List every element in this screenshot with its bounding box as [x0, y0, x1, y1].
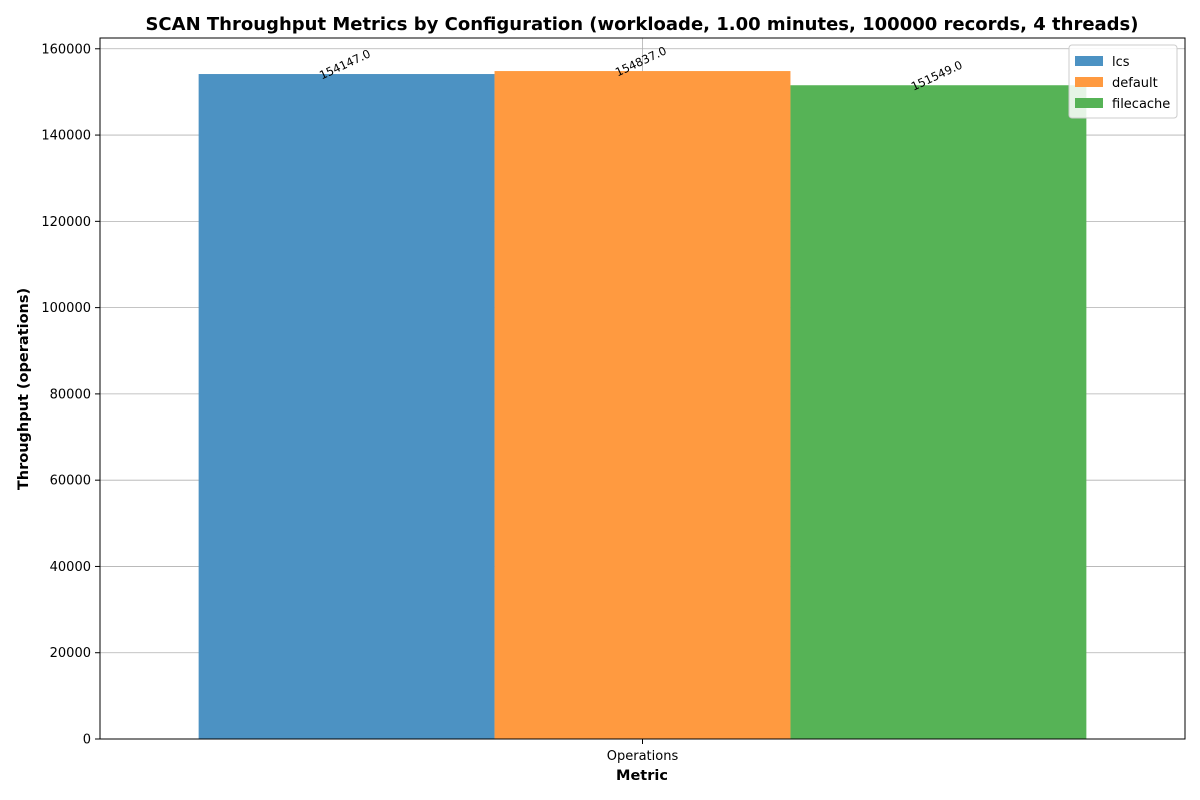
legend: lcs default filecache	[1068, 44, 1178, 119]
bar-default	[494, 71, 791, 739]
y-tick-label: 80000	[50, 387, 91, 402]
y-tick-label: 100000	[41, 301, 91, 316]
y-tick-label: 0	[83, 733, 91, 748]
x-tick-label: Operations	[607, 749, 679, 764]
y-tick-label: 40000	[50, 560, 91, 575]
legend-label-lcs: lcs	[1112, 55, 1130, 70]
legend-label-filecache: filecache	[1112, 97, 1170, 112]
y-tick-label: 60000	[50, 474, 91, 489]
x-axis-label: Metric	[616, 768, 668, 784]
legend-swatch-default	[1075, 77, 1103, 87]
y-tick-label: 140000	[41, 129, 91, 144]
y-axis-ticks: 0 20000 40000 60000 80000 100000 120000 140000 1…	[41, 42, 100, 748]
x-axis-ticks: Operations	[607, 739, 679, 764]
bar-filecache	[790, 85, 1087, 740]
y-tick-label: 20000	[50, 646, 91, 661]
legend-swatch-lcs	[1075, 56, 1103, 66]
chart-title: SCAN Throughput Metrics by Configuration…	[145, 14, 1138, 35]
legend-swatch-filecache	[1075, 98, 1103, 108]
bar-lcs	[198, 74, 495, 739]
bars	[198, 71, 1087, 740]
y-tick-label: 120000	[41, 215, 91, 230]
y-axis-label: Throughput (operations)	[16, 288, 32, 490]
legend-label-default: default	[1112, 76, 1158, 91]
y-tick-label: 160000	[41, 42, 91, 57]
